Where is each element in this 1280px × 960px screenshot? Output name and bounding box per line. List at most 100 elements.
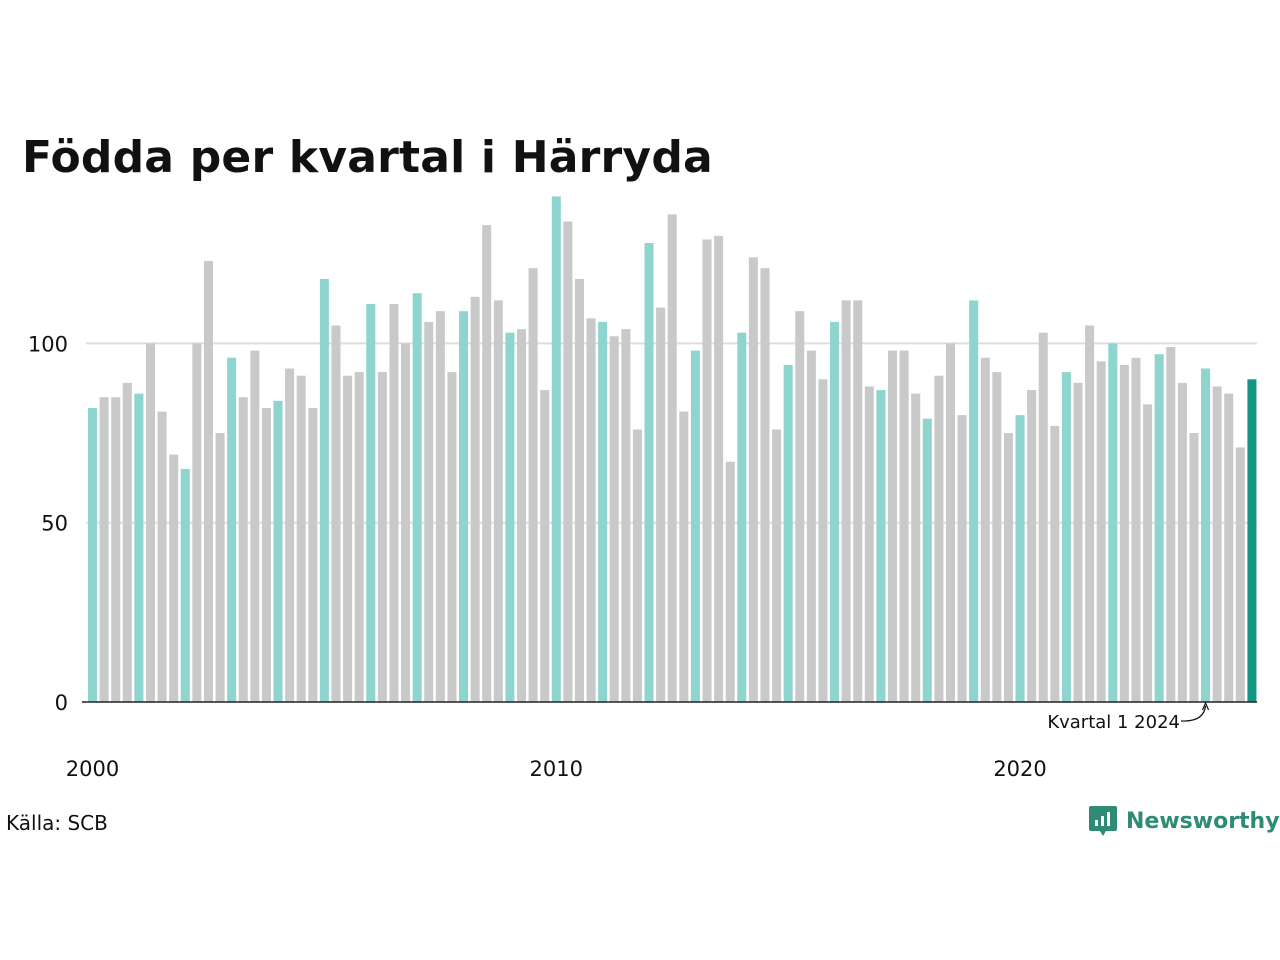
annotation-arrow — [1181, 706, 1206, 721]
bar — [923, 419, 932, 702]
annotation-label: Kvartal 1 2024 — [1047, 712, 1180, 733]
bar — [1201, 369, 1210, 702]
bars — [88, 196, 1256, 702]
bar — [621, 329, 630, 702]
bar — [262, 408, 271, 702]
bar — [795, 311, 804, 702]
bar — [1120, 365, 1129, 702]
bar — [471, 297, 480, 702]
bar — [1236, 447, 1245, 702]
bar — [158, 412, 167, 702]
x-tick-label: 2020 — [993, 757, 1046, 781]
bar — [807, 351, 816, 702]
bar — [737, 333, 746, 702]
bar — [714, 236, 723, 702]
bar — [772, 429, 781, 702]
bar — [320, 279, 329, 702]
bar — [610, 336, 619, 702]
bar — [969, 300, 978, 702]
bar — [1016, 415, 1025, 702]
bar — [865, 386, 874, 702]
bar — [888, 351, 897, 702]
bar — [1004, 433, 1013, 702]
bar — [204, 261, 213, 702]
bar — [1097, 361, 1106, 702]
bar — [181, 469, 190, 702]
latest-annotation: Kvartal 1 2024 — [1047, 703, 1208, 733]
bar — [1039, 333, 1048, 702]
bar — [378, 372, 387, 702]
bar — [981, 358, 990, 702]
bar — [482, 225, 491, 702]
bar — [1155, 354, 1164, 702]
bar — [540, 390, 549, 702]
bar — [1027, 390, 1036, 702]
bar — [668, 214, 677, 702]
bar — [88, 408, 97, 702]
bar — [100, 397, 109, 702]
bar — [587, 318, 596, 702]
bar — [401, 343, 410, 702]
bar — [192, 343, 201, 702]
bar — [424, 322, 433, 702]
x-tick-label: 2000 — [66, 757, 119, 781]
bar — [702, 239, 711, 702]
y-tick-label: 50 — [41, 512, 68, 536]
y-tick-label: 100 — [28, 332, 68, 356]
bar — [900, 351, 909, 702]
bar — [331, 326, 340, 703]
bar — [958, 415, 967, 702]
bar — [285, 369, 294, 702]
bar — [1108, 343, 1117, 702]
bar — [1085, 326, 1094, 703]
bar — [934, 376, 943, 702]
bar — [992, 372, 1001, 702]
bar — [818, 379, 827, 702]
bar — [366, 304, 375, 702]
bar — [760, 268, 769, 702]
bar — [111, 397, 120, 702]
bar — [123, 383, 132, 702]
bar — [250, 351, 259, 702]
bar — [552, 196, 561, 702]
bar — [355, 372, 364, 702]
bar — [911, 394, 920, 702]
bar — [1178, 383, 1187, 702]
bar — [876, 390, 885, 702]
bar — [459, 311, 468, 702]
bar — [1166, 347, 1175, 702]
bar — [1062, 372, 1071, 702]
newsworthy-logo-icon — [1088, 804, 1118, 838]
y-axis-ticks: 0 50 100 — [28, 332, 68, 715]
bar — [447, 372, 456, 702]
bar — [1050, 426, 1059, 702]
bar — [784, 365, 793, 702]
bar — [505, 333, 514, 702]
bar — [726, 462, 735, 702]
y-tick-label: 0 — [55, 691, 68, 715]
bar — [389, 304, 398, 702]
bar — [227, 358, 236, 702]
bar — [1247, 379, 1256, 702]
bar — [853, 300, 862, 702]
bar — [146, 343, 155, 702]
x-tick-label: 2010 — [530, 757, 583, 781]
bar — [517, 329, 526, 702]
bar — [1224, 394, 1233, 702]
bar — [494, 300, 503, 702]
bar — [134, 394, 143, 702]
bar — [691, 351, 700, 702]
bar — [308, 408, 317, 702]
newsworthy-logo-text: Newsworthy — [1126, 809, 1280, 834]
bar — [1189, 433, 1198, 702]
bar — [598, 322, 607, 702]
bar — [563, 222, 572, 702]
bar — [436, 311, 445, 702]
bar — [216, 433, 225, 702]
bar — [679, 412, 688, 702]
bar — [343, 376, 352, 702]
bar — [1131, 358, 1140, 702]
source-label: Källa: SCB — [6, 811, 108, 835]
bar — [297, 376, 306, 702]
bar — [656, 308, 665, 702]
